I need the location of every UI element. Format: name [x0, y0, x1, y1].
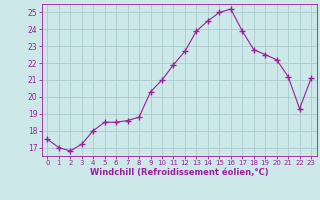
X-axis label: Windchill (Refroidissement éolien,°C): Windchill (Refroidissement éolien,°C) [90, 168, 268, 177]
